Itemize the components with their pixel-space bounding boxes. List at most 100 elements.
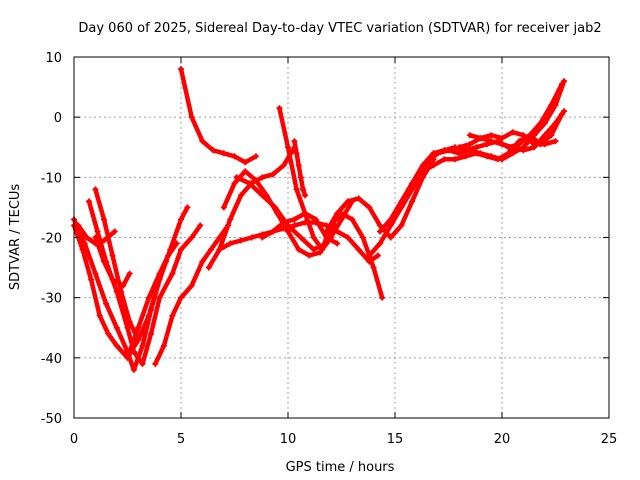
data-point xyxy=(548,132,555,139)
data-point xyxy=(135,324,142,331)
data-point xyxy=(379,294,386,301)
data-point xyxy=(434,150,441,157)
data-point xyxy=(387,234,394,241)
data-point xyxy=(541,120,548,127)
y-tick-label: 10 xyxy=(45,51,62,66)
data-point xyxy=(280,219,287,226)
data-point xyxy=(499,141,505,148)
data-point xyxy=(270,171,277,178)
data-point xyxy=(552,120,559,127)
data-point xyxy=(160,342,167,349)
x-axis-label: GPS time / hours xyxy=(286,460,395,475)
x-tick-label: 5 xyxy=(177,432,185,447)
series-line xyxy=(178,66,259,165)
data-point xyxy=(246,180,253,187)
data-point xyxy=(280,162,287,169)
data-point xyxy=(83,234,90,241)
data-point xyxy=(310,234,317,241)
data-point xyxy=(197,222,204,229)
data-point xyxy=(145,294,152,301)
data-point xyxy=(75,222,82,229)
data-point xyxy=(109,276,116,283)
data-point xyxy=(355,195,362,202)
x-tick-label: 0 xyxy=(70,432,78,447)
series-track-9 xyxy=(178,66,259,166)
data-point xyxy=(297,174,304,181)
data-point xyxy=(366,204,373,211)
data-point xyxy=(302,192,309,199)
series-track-5 xyxy=(92,234,133,289)
data-point xyxy=(488,138,495,145)
series-track-22 xyxy=(456,129,559,151)
data-point xyxy=(293,150,300,157)
data-point xyxy=(456,144,463,151)
data-point xyxy=(285,144,291,151)
data-point xyxy=(169,270,176,277)
data-point xyxy=(113,342,120,349)
y-tick-label: -30 xyxy=(41,292,62,307)
y-tick-label: -10 xyxy=(41,171,62,186)
data-point xyxy=(237,237,244,244)
data-point xyxy=(377,222,384,229)
data-point xyxy=(227,216,234,223)
data-point xyxy=(377,240,384,247)
data-point xyxy=(148,330,155,337)
data-point xyxy=(509,150,516,157)
data-point xyxy=(220,150,227,157)
series-line xyxy=(127,241,179,355)
chart-title: Day 060 of 2025, Sidereal Day-to-day VTE… xyxy=(78,21,601,36)
data-point xyxy=(100,237,107,244)
data-point xyxy=(387,216,394,223)
series-track-16 xyxy=(259,210,341,247)
data-point xyxy=(424,159,431,166)
data-point xyxy=(466,141,473,148)
data-point xyxy=(205,264,212,271)
series-track-15 xyxy=(291,138,309,199)
data-point xyxy=(516,141,523,148)
data-point xyxy=(295,246,302,253)
data-point xyxy=(409,180,416,187)
data-point xyxy=(124,324,131,331)
data-point xyxy=(293,186,300,193)
data-point xyxy=(466,132,473,139)
data-point xyxy=(334,240,341,247)
data-point xyxy=(456,150,463,157)
data-point xyxy=(188,114,195,121)
data-point xyxy=(561,108,568,115)
data-point xyxy=(285,228,291,235)
data-point xyxy=(233,174,240,181)
data-point xyxy=(387,222,394,229)
data-point xyxy=(124,354,131,361)
series-line xyxy=(260,211,340,246)
data-point xyxy=(520,147,527,154)
data-point xyxy=(126,348,133,355)
series-track-2 xyxy=(71,222,170,361)
data-point xyxy=(156,270,163,277)
data-point xyxy=(520,132,527,139)
series-layer xyxy=(71,66,568,373)
x-tick-label: 15 xyxy=(387,432,404,447)
data-point xyxy=(259,234,266,241)
data-point xyxy=(477,135,484,142)
data-point xyxy=(344,234,351,241)
data-point xyxy=(199,138,206,145)
series-line xyxy=(217,220,381,264)
data-point xyxy=(413,174,420,181)
data-point xyxy=(113,324,120,331)
data-point xyxy=(126,318,133,325)
data-point xyxy=(152,360,159,367)
data-point xyxy=(317,249,324,256)
data-point xyxy=(297,234,304,241)
data-point xyxy=(92,186,99,193)
data-point xyxy=(276,105,283,112)
x-tick-label: 10 xyxy=(280,432,297,447)
y-tick-label: 0 xyxy=(54,111,62,126)
data-point xyxy=(252,153,259,160)
series-line xyxy=(467,108,567,153)
data-point xyxy=(252,177,259,184)
data-point xyxy=(188,234,195,241)
data-point xyxy=(178,246,184,253)
data-point xyxy=(398,222,405,229)
data-point xyxy=(451,156,458,163)
grid xyxy=(74,57,609,418)
